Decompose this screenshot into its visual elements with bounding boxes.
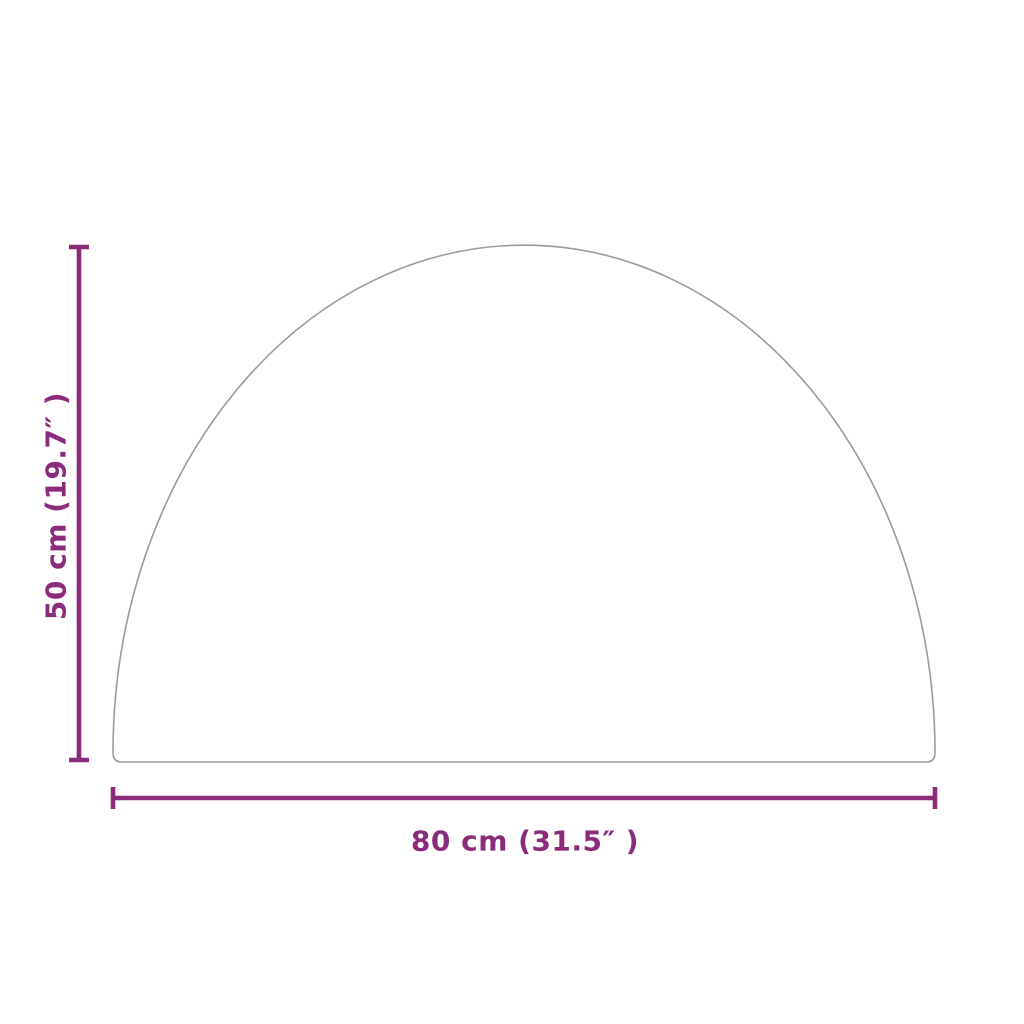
width-dimension-label: 80 cm (31.5″ ) (410, 824, 640, 858)
height-dimension-line (69, 244, 89, 763)
width-dimension-line (110, 787, 938, 809)
half-round-plate-outline (112, 244, 936, 763)
height-dimension-label: 50 cm (19.7″ ) (39, 391, 73, 621)
